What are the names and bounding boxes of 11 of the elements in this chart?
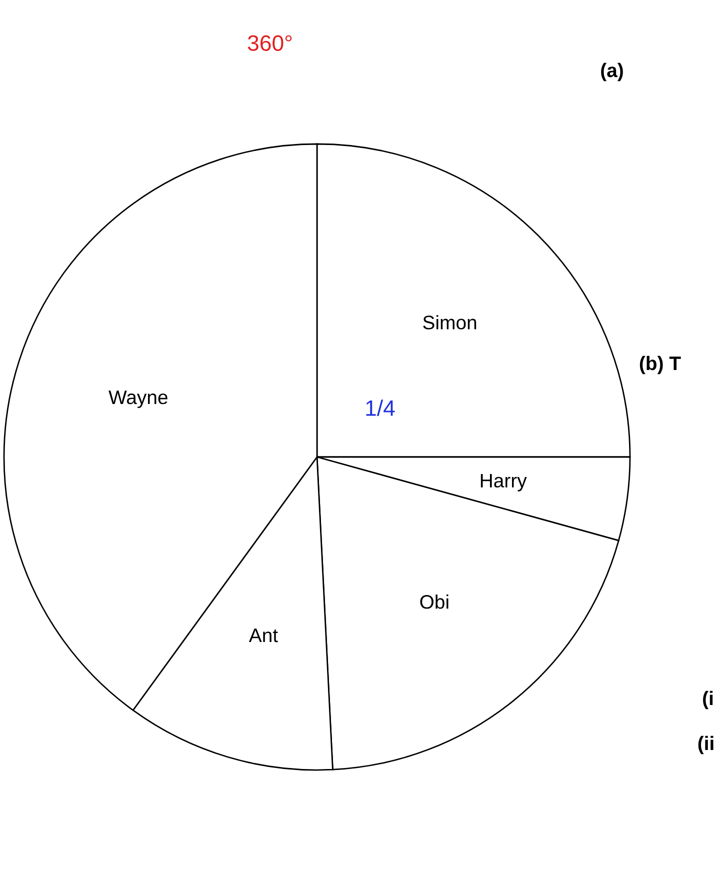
slice-label: Simon bbox=[423, 315, 476, 330]
text: 360° bbox=[248, 35, 292, 51]
slice-label: Ant bbox=[248, 628, 278, 642]
text: (ii bbox=[698, 736, 714, 754]
slice-label: Harry bbox=[480, 474, 527, 492]
slice-label: Wayne bbox=[108, 390, 168, 408]
text: (b) T bbox=[640, 356, 681, 374]
slice-label: Obi bbox=[420, 594, 448, 609]
text: (i bbox=[703, 690, 713, 710]
text: 1/4 bbox=[366, 400, 395, 416]
text: (a) bbox=[601, 62, 623, 82]
